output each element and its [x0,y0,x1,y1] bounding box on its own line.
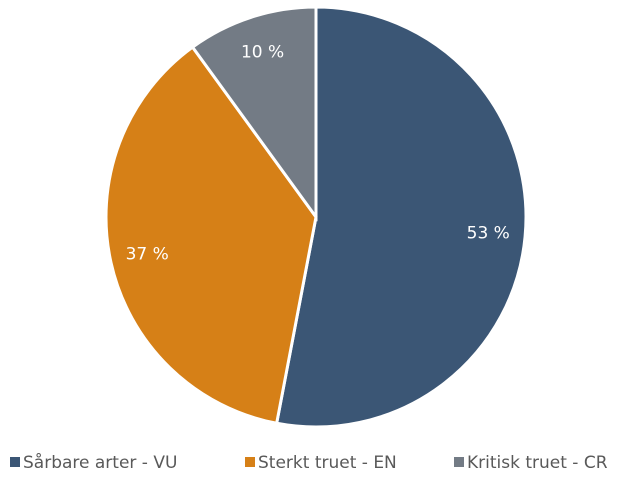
pie-slice [190,5,318,222]
data-label: 37 % [126,245,169,265]
legend-label: Sterkt truet - EN [258,453,397,473]
legend-swatch [245,457,255,467]
pie-slice [274,5,528,429]
data-label: 53 % [467,223,510,243]
pie-slice [104,45,318,426]
legend-swatch [10,457,20,467]
legend-swatch [454,457,464,467]
legend-label: Sårbare arter - VU [23,452,177,473]
data-label: 10 % [241,42,284,62]
legend-label: Kritisk truet - CR [467,453,608,473]
